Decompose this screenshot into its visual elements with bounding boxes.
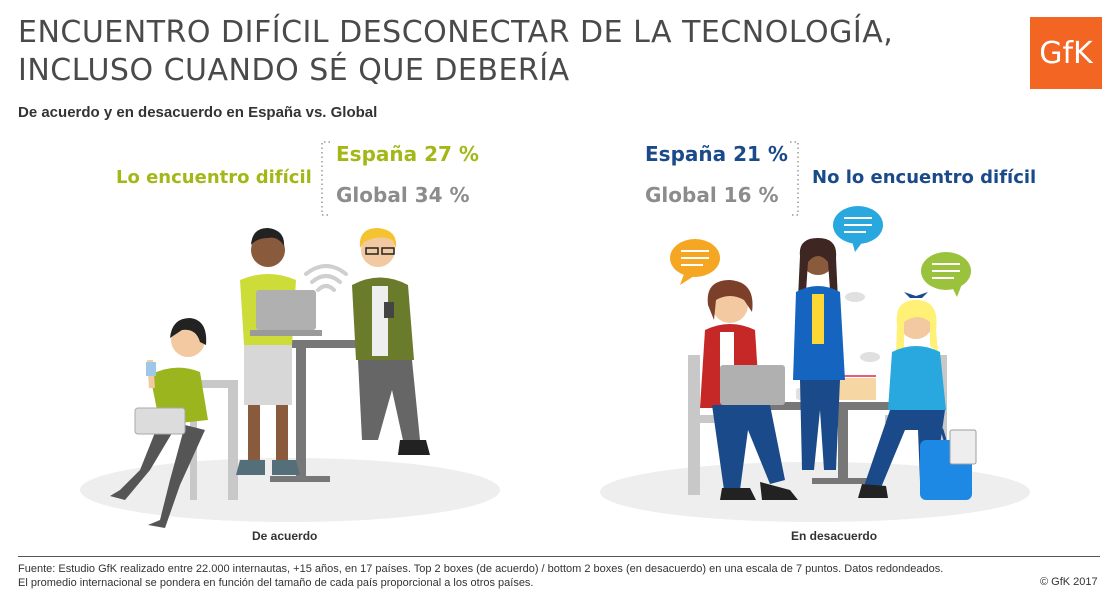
left-bracket (321, 141, 330, 216)
agree-label: Lo encuentro difícil (116, 167, 312, 188)
gfk-logo: GfK (1030, 17, 1102, 89)
disagree-spain-name: España (645, 142, 727, 166)
title-line-2: INCLUSO CUANDO SÉ QUE DEBERÍA (18, 53, 570, 88)
disagree-label: No lo encuentro difícil (812, 167, 1037, 188)
footnote-line-2: El promedio internacional se pondera en … (18, 577, 534, 589)
woman-tablet-figure (700, 280, 798, 500)
copyright: © GfK 2017 (1040, 576, 1098, 588)
agree-spain-value: 27 % (424, 142, 479, 166)
page-title: ENCUENTRO DIFÍCIL DESCONECTAR DE LA TECN… (18, 14, 918, 90)
disagree-global-name: Global (645, 183, 717, 207)
sitting-woman-figure (110, 318, 238, 528)
high-table (245, 340, 360, 482)
disagree-caption: En desacuerdo (791, 529, 878, 543)
agree-spain-name: España (336, 142, 418, 166)
agree-caption: De acuerdo (252, 529, 318, 543)
agree-spain-row: España 27 % (336, 142, 479, 166)
disagree-spain-value: 21 % (733, 142, 788, 166)
speech-bubble-orange-icon (670, 239, 720, 285)
disagree-global-row: Global 16 % (645, 183, 779, 207)
bag-icon (920, 428, 977, 500)
logo-text: GfK (1039, 35, 1093, 71)
title-line-1: ENCUENTRO DIFÍCIL DESCONECTAR DE LA TECN… (18, 15, 894, 50)
standing-boy-figure (236, 228, 322, 475)
footer-divider (18, 556, 1100, 557)
disagree-global-value: 16 % (723, 183, 779, 207)
subtitle: De acuerdo y en desacuerdo en España vs.… (18, 104, 378, 121)
speech-bubble-blue-icon (833, 206, 883, 252)
footnote-line-1: Fuente: Estudio GfK realizado entre 22.0… (18, 563, 944, 575)
wifi-icon (304, 264, 348, 292)
agree-global-row: Global 34 % (336, 183, 470, 207)
right-bracket (790, 141, 799, 216)
disagree-spain-row: España 21 % (645, 142, 788, 166)
agree-global-name: Global (336, 183, 408, 207)
agree-global-value: 34 % (414, 183, 470, 207)
standing-woman-figure (793, 238, 865, 470)
speech-bubble-green-icon (921, 252, 971, 297)
standing-man-figure (352, 228, 430, 455)
